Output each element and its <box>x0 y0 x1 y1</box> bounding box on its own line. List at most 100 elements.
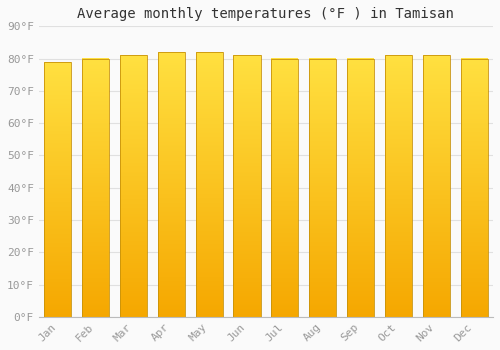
Bar <box>460 140 488 141</box>
Bar <box>347 270 374 272</box>
Bar <box>271 306 298 308</box>
Bar <box>158 145 185 146</box>
Bar <box>271 219 298 220</box>
Bar <box>44 230 72 231</box>
Bar <box>385 205 412 207</box>
Bar <box>196 216 223 218</box>
Bar <box>271 106 298 108</box>
Bar <box>271 294 298 295</box>
Bar <box>385 301 412 302</box>
Bar <box>196 105 223 106</box>
Bar <box>234 259 260 261</box>
Bar <box>422 151 450 152</box>
Bar <box>158 120 185 121</box>
Bar <box>120 146 147 147</box>
Bar <box>422 193 450 194</box>
Bar <box>460 251 488 252</box>
Bar <box>271 242 298 243</box>
Bar <box>309 270 336 272</box>
Bar <box>460 178 488 180</box>
Bar <box>385 207 412 208</box>
Bar <box>234 146 260 147</box>
Bar <box>271 260 298 261</box>
Bar <box>234 164 260 165</box>
Bar <box>385 201 412 202</box>
Bar <box>44 201 72 202</box>
Bar <box>44 129 72 131</box>
Bar <box>234 219 260 220</box>
Bar <box>234 234 260 236</box>
Bar <box>82 256 109 257</box>
Bar <box>82 144 109 145</box>
Bar <box>158 237 185 239</box>
Bar <box>196 251 223 252</box>
Bar <box>309 201 336 202</box>
Bar <box>234 251 260 253</box>
Bar <box>271 69 298 70</box>
Bar <box>234 240 260 241</box>
Bar <box>385 244 412 245</box>
Bar <box>309 199 336 201</box>
Bar <box>460 274 488 275</box>
Bar <box>158 155 185 157</box>
Bar <box>234 72 260 74</box>
Bar <box>385 187 412 189</box>
Bar <box>422 255 450 257</box>
Bar <box>82 140 109 141</box>
Bar <box>82 152 109 153</box>
Bar <box>422 205 450 207</box>
Bar <box>309 246 336 247</box>
Bar <box>460 301 488 303</box>
Bar <box>422 262 450 263</box>
Bar <box>460 292 488 294</box>
Bar <box>422 263 450 265</box>
Bar <box>460 161 488 162</box>
Bar <box>309 94 336 96</box>
Bar <box>385 183 412 185</box>
Bar <box>385 70 412 71</box>
Bar <box>158 110 185 112</box>
Bar <box>158 284 185 285</box>
Bar <box>460 166 488 167</box>
Bar <box>347 261 374 262</box>
Bar <box>309 185 336 187</box>
Bar <box>158 92 185 93</box>
Bar <box>385 259 412 261</box>
Bar <box>347 149 374 150</box>
Bar <box>234 208 260 210</box>
Bar <box>82 289 109 291</box>
Bar <box>82 70 109 71</box>
Bar <box>234 276 260 278</box>
Bar <box>347 312 374 313</box>
Bar <box>385 100 412 101</box>
Bar <box>385 180 412 181</box>
Bar <box>422 104 450 105</box>
Bar <box>44 114 72 116</box>
Bar <box>347 231 374 233</box>
Bar <box>271 244 298 246</box>
Bar <box>385 74 412 75</box>
Bar <box>158 69 185 71</box>
Bar <box>120 113 147 114</box>
Bar <box>271 78 298 79</box>
Bar <box>234 288 260 289</box>
Bar <box>460 298 488 299</box>
Bar <box>44 271 72 272</box>
Bar <box>196 126 223 127</box>
Bar <box>234 58 260 59</box>
Bar <box>196 254 223 256</box>
Bar <box>158 273 185 274</box>
Bar <box>158 294 185 296</box>
Bar <box>271 225 298 226</box>
Bar <box>385 141 412 143</box>
Bar <box>347 203 374 204</box>
Bar <box>234 119 260 121</box>
Bar <box>309 301 336 303</box>
Bar <box>82 128 109 130</box>
Bar <box>82 96 109 97</box>
Bar <box>385 76 412 78</box>
Bar <box>196 163 223 164</box>
Bar <box>309 64 336 65</box>
Bar <box>158 146 185 147</box>
Bar <box>44 308 72 309</box>
